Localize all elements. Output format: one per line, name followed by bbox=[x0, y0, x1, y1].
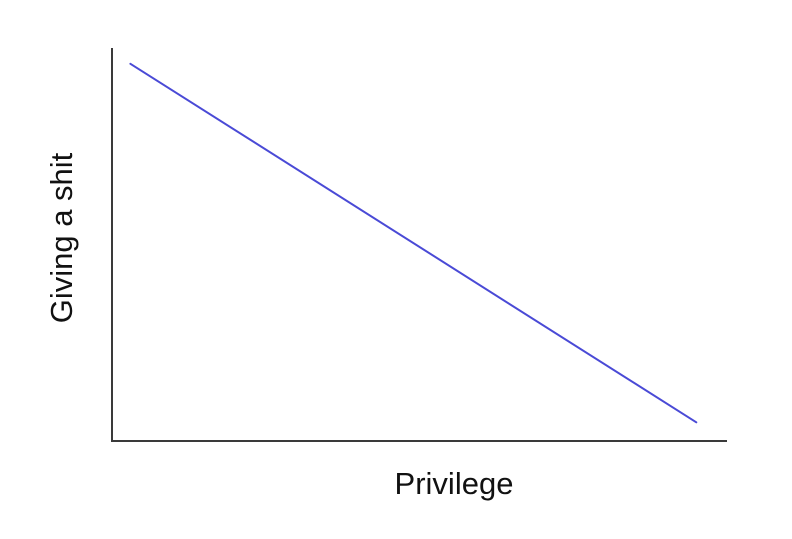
series-line-0 bbox=[129, 62, 698, 424]
x-axis-label: Privilege bbox=[395, 466, 514, 501]
series-group bbox=[129, 62, 698, 424]
y-axis-label: Giving a shit bbox=[44, 152, 79, 323]
plot-area bbox=[111, 48, 727, 442]
